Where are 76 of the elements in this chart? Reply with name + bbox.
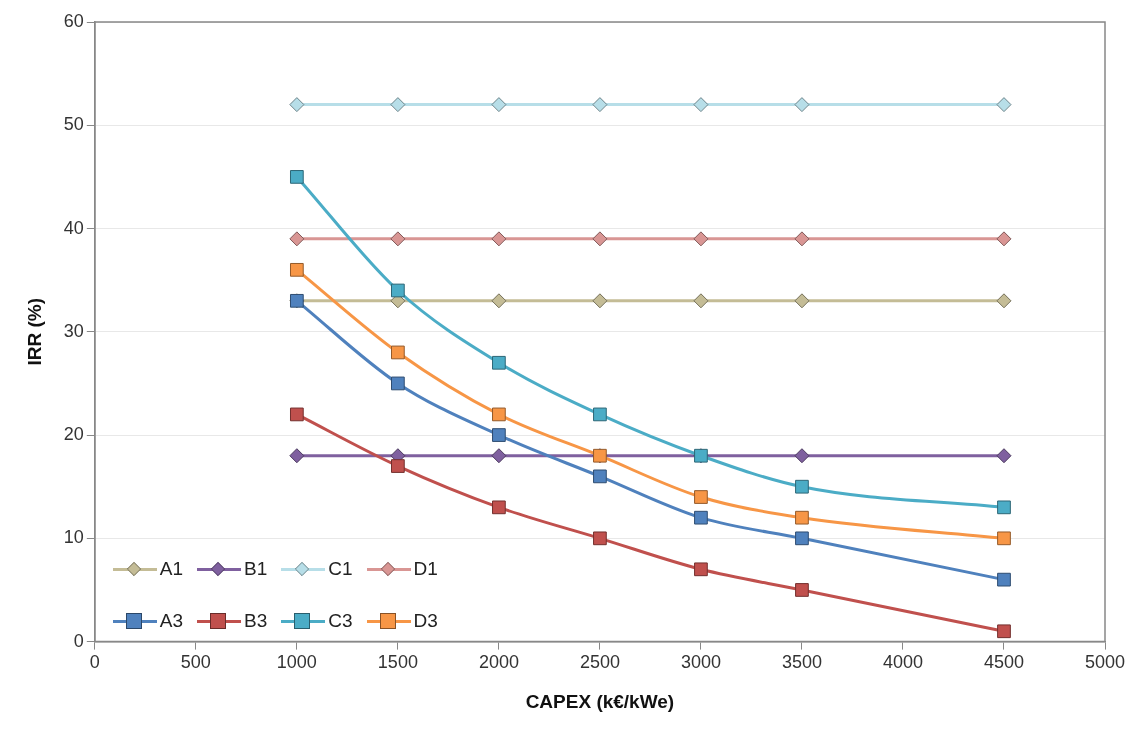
- point: [391, 459, 405, 473]
- point: [694, 562, 708, 577]
- point: [492, 428, 506, 442]
- point: [694, 510, 708, 525]
- point: [289, 407, 304, 422]
- x-tick-label: 5000: [1084, 652, 1126, 673]
- point: [391, 345, 405, 360]
- y-axis-title: IRR (%): [23, 298, 45, 366]
- point: [795, 531, 809, 546]
- point: [492, 355, 506, 370]
- x-tick-label: 2000: [478, 652, 519, 673]
- point: [997, 531, 1011, 546]
- point: [390, 231, 406, 247]
- y-tick-label: 20: [63, 424, 84, 445]
- x-tick-label: 3000: [680, 652, 721, 673]
- point: [289, 262, 304, 277]
- point: [592, 97, 608, 113]
- point: [289, 448, 305, 464]
- point: [693, 97, 709, 113]
- legend-label: C1: [328, 557, 353, 580]
- point: [794, 293, 810, 309]
- point: [492, 407, 506, 422]
- legend-label: D1: [413, 557, 438, 580]
- legend-label: B1: [244, 557, 268, 580]
- point: [996, 97, 1012, 113]
- point: [996, 448, 1012, 464]
- point: [693, 293, 709, 309]
- x-tick-label: 1000: [276, 652, 317, 673]
- point: [593, 531, 607, 546]
- x-tick-label: 4500: [983, 652, 1025, 673]
- point: [592, 293, 608, 309]
- y-tick-label: 0: [73, 630, 84, 651]
- x-axis-title: CAPEX (k€/kWe): [525, 690, 675, 712]
- y-tick-label: 60: [63, 10, 84, 31]
- point: [391, 376, 405, 391]
- point: [593, 407, 607, 422]
- point: [997, 624, 1011, 639]
- legend-label: A3: [159, 609, 184, 632]
- x-tick-label: 0: [89, 652, 100, 673]
- point: [289, 170, 304, 184]
- y-tick-label: 40: [63, 217, 84, 238]
- y-tick-label: 10: [63, 527, 84, 548]
- x-tick-label: 3500: [781, 652, 822, 673]
- legend-label: B3: [244, 609, 268, 632]
- y-tick-label: 30: [63, 320, 84, 341]
- point: [997, 500, 1011, 515]
- point: [795, 479, 809, 494]
- point: [794, 448, 810, 464]
- point: [795, 510, 809, 525]
- point: [492, 500, 506, 515]
- x-tick-label: 500: [180, 652, 211, 673]
- point: [491, 448, 507, 464]
- legend-label: D3: [413, 609, 438, 632]
- point: [593, 469, 607, 484]
- legend-label: C3: [328, 609, 353, 632]
- point: [795, 583, 809, 597]
- point: [794, 231, 810, 247]
- point: [592, 231, 608, 247]
- point: [693, 231, 709, 247]
- x-tick-label: 4000: [882, 652, 923, 673]
- point: [794, 97, 810, 113]
- legend-label: A1: [159, 557, 184, 580]
- point: [694, 490, 708, 504]
- point: [996, 293, 1012, 309]
- point: [289, 231, 305, 247]
- x-tick-label: 1500: [377, 652, 418, 673]
- point: [391, 283, 405, 298]
- point: [289, 97, 305, 113]
- point: [390, 97, 406, 113]
- point: [491, 293, 507, 309]
- y-tick-label: 50: [63, 114, 84, 135]
- point: [491, 231, 507, 247]
- point: [997, 572, 1011, 587]
- point: [996, 231, 1012, 247]
- point: [491, 97, 507, 113]
- x-tick-label: 2500: [579, 652, 620, 673]
